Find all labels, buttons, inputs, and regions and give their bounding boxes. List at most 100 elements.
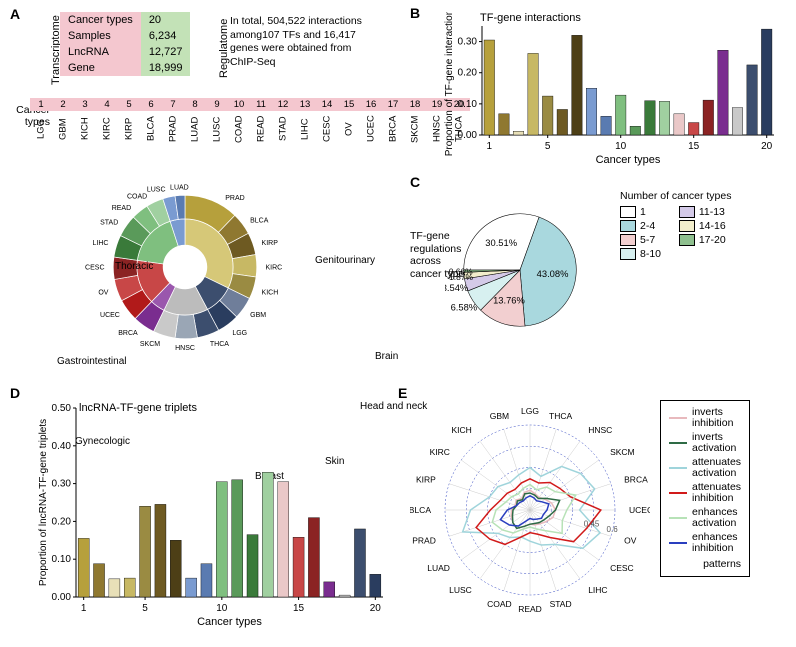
svg-text:10: 10 <box>615 141 627 152</box>
sunburst-group-label: Brain <box>375 351 398 362</box>
svg-text:Proportion of TF-gene interact: Proportion of TF-gene interactions <box>444 12 455 156</box>
ctype-abbr: KIRP <box>118 111 140 147</box>
ctype-abbr: STAD <box>272 111 294 147</box>
c-legend-title: Number of cancer types <box>620 190 731 202</box>
svg-text:20: 20 <box>370 603 382 614</box>
ctype-num: 2 <box>52 98 74 111</box>
summary-k0: Cancer types <box>60 12 141 28</box>
ctype-num: 15 <box>338 98 360 111</box>
svg-text:KIRC: KIRC <box>266 265 283 272</box>
regulatome-text: In total, 504,522 interactions among107 … <box>230 15 380 70</box>
c-legend-item: 8-10 <box>620 248 667 260</box>
summary-k3: Gene <box>60 60 141 76</box>
svg-text:3.54%: 3.54% <box>445 283 468 293</box>
chart-b: TF-gene interactions 0.000.100.200.30151… <box>440 12 780 167</box>
summary-v0: 20 <box>141 12 191 28</box>
svg-text:5: 5 <box>545 141 551 152</box>
e-legend-item: enhancesinhibition <box>669 532 741 554</box>
ctype-num: 14 <box>316 98 338 111</box>
svg-text:13.76%: 13.76% <box>493 296 525 306</box>
ctype-abbr: SKCM <box>404 111 426 147</box>
ctype-abbr: BRCA <box>382 111 404 147</box>
svg-text:0.40: 0.40 <box>52 441 72 452</box>
svg-text:0.6: 0.6 <box>607 525 619 534</box>
svg-text:0.50: 0.50 <box>52 403 72 414</box>
c-legend-item: 11-13 <box>679 206 732 218</box>
ctype-abbr: COAD <box>228 111 250 147</box>
summary-table: Cancer types20 Samples6,234 LncRNA12,727… <box>60 12 190 76</box>
c-legend-item: 2-4 <box>620 220 667 232</box>
ctype-abbr: CESC <box>316 111 338 147</box>
ctype-num: 12 <box>272 98 294 111</box>
svg-text:BLCA: BLCA <box>410 505 431 515</box>
svg-text:PRAD: PRAD <box>225 195 244 202</box>
svg-text:KIRP: KIRP <box>262 240 279 247</box>
panel-e-label: E <box>398 385 407 401</box>
chart-d: lncRNA-TF-gene triplets 0.000.100.200.30… <box>34 394 389 629</box>
ctype-abbr: LUSC <box>206 111 228 147</box>
summary-k1: Samples <box>60 28 141 44</box>
svg-text:COAD: COAD <box>487 599 512 609</box>
summary-v1: 6,234 <box>141 28 191 44</box>
ctype-abbr: LGG <box>30 111 52 147</box>
summary-v2: 12,727 <box>141 44 191 60</box>
svg-text:5: 5 <box>142 603 148 614</box>
svg-text:0.10: 0.10 <box>52 554 72 565</box>
ctype-abbr: PRAD <box>162 111 184 147</box>
ctype-abbr: LUAD <box>184 111 206 147</box>
ctype-num: 13 <box>294 98 316 111</box>
e-legend-item: invertsinhibition <box>669 407 741 429</box>
svg-text:READ: READ <box>112 205 131 212</box>
e-legend-item: attenuatesactivation <box>669 457 741 479</box>
svg-text:0.45: 0.45 <box>584 519 600 528</box>
summary-k2: LncRNA <box>60 44 141 60</box>
svg-text:GBM: GBM <box>490 411 509 421</box>
svg-text:THCA: THCA <box>210 341 229 348</box>
panel-d-label: D <box>10 385 20 401</box>
c-legend: Number of cancer types 111-132-414-165-7… <box>620 190 731 262</box>
regulatome-label: Regulatome <box>218 19 230 78</box>
ctype-abbr: KICH <box>74 111 96 147</box>
svg-text:SKCM: SKCM <box>610 447 635 457</box>
svg-text:SKCM: SKCM <box>140 341 160 348</box>
c-legend-item: 14-16 <box>679 220 732 232</box>
chart-d-title: lncRNA-TF-gene triplets <box>79 402 197 414</box>
svg-text:LIHC: LIHC <box>92 240 108 247</box>
sunburst-group-label: Thoracic <box>115 261 153 272</box>
svg-text:20: 20 <box>761 141 773 152</box>
svg-text:0.00: 0.00 <box>458 130 478 141</box>
sunburst-chart: PRADBLCAKIRPKIRCKICHGBMLGGTHCAHNSCSKCMBR… <box>80 162 290 372</box>
ctype-abbr: UCEC <box>360 111 382 147</box>
svg-text:KIRC: KIRC <box>430 447 450 457</box>
e-legend-item: attenuatesinhibition <box>669 482 741 504</box>
svg-text:BRCA: BRCA <box>624 474 648 484</box>
svg-text:KICH: KICH <box>451 425 471 435</box>
e-legend-item: enhancesactivation <box>669 507 741 529</box>
c-legend-item: 17-20 <box>679 234 732 246</box>
ctype-num: 17 <box>382 98 404 111</box>
svg-text:KIRP: KIRP <box>416 474 436 484</box>
e-legend-item: invertsactivation <box>669 432 741 454</box>
svg-text:BRCA: BRCA <box>118 330 138 337</box>
ctype-abbr: LIHC <box>294 111 316 147</box>
svg-text:0.20: 0.20 <box>458 68 478 79</box>
svg-text:HNSC: HNSC <box>175 345 195 352</box>
svg-text:PRAD: PRAD <box>412 536 436 546</box>
ctype-num: 3 <box>74 98 96 111</box>
svg-text:BLCA: BLCA <box>250 217 269 224</box>
svg-text:LIHC: LIHC <box>588 585 607 595</box>
svg-text:READ: READ <box>518 604 542 614</box>
svg-text:0.30: 0.30 <box>52 479 72 490</box>
e-legend: invertsinhibition invertsactivation attenu… <box>660 400 750 577</box>
ctype-num: 16 <box>360 98 382 111</box>
c-legend-item: 5-7 <box>620 234 667 246</box>
svg-text:LUAD: LUAD <box>170 184 189 191</box>
svg-text:OV: OV <box>98 290 108 297</box>
cancer-types-grid: 1234567891011121314151617181920 LGGGBMKI… <box>30 98 470 147</box>
ctype-num: 8 <box>184 98 206 111</box>
svg-text:LUSC: LUSC <box>147 187 166 194</box>
ctype-abbr: BLCA <box>140 111 162 147</box>
svg-text:THCA: THCA <box>549 411 572 421</box>
svg-text:STAD: STAD <box>100 220 118 227</box>
svg-text:CESC: CESC <box>610 563 634 573</box>
